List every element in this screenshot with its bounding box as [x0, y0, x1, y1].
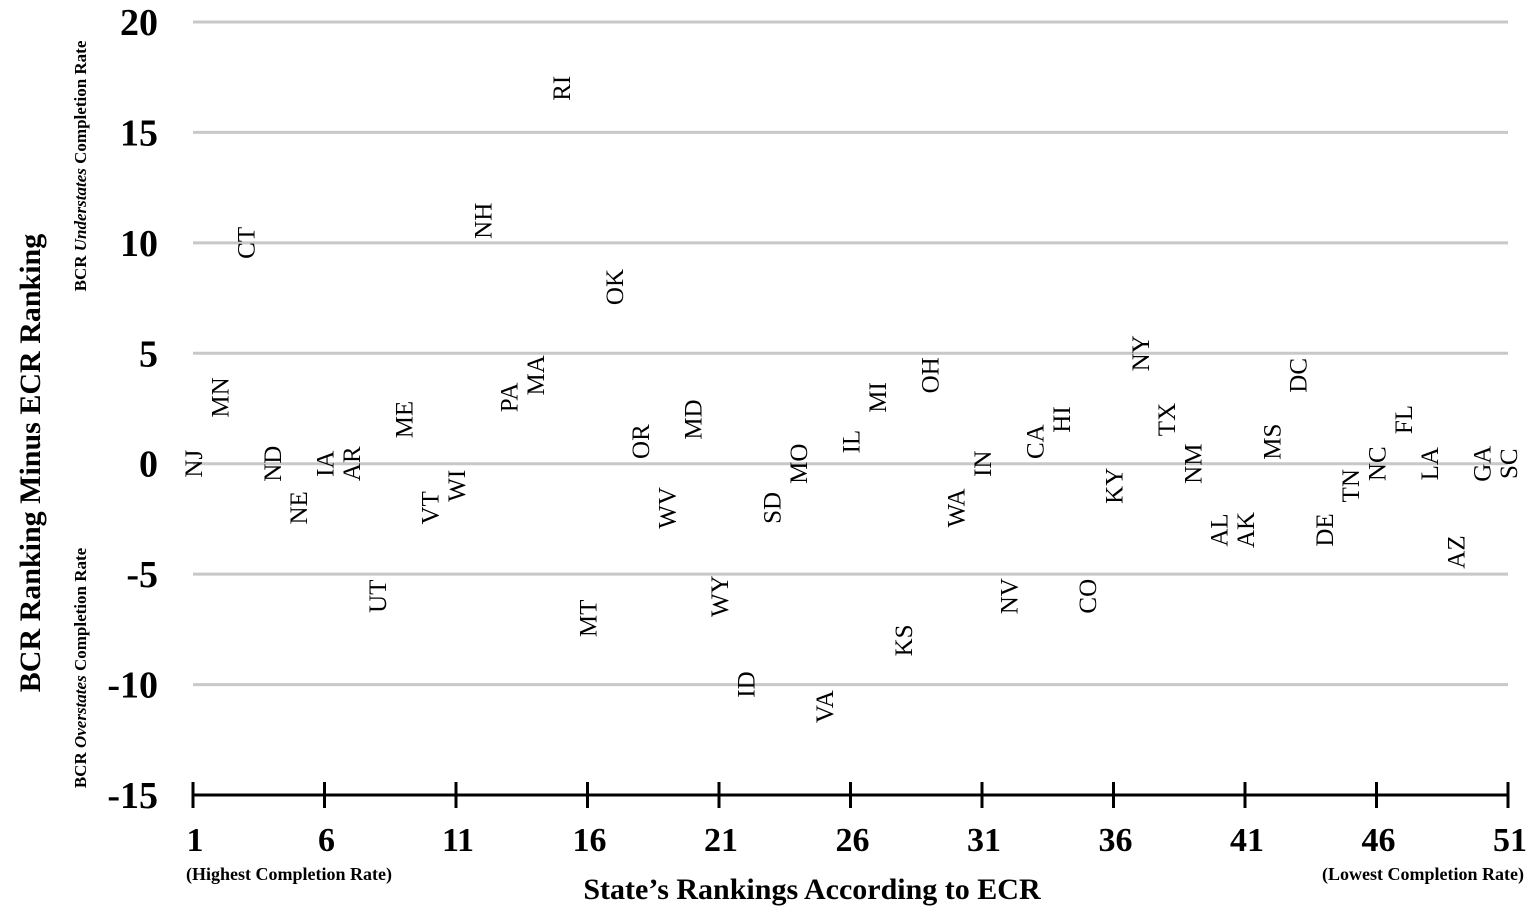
y-lower-note: BCR Overstates Completion Rate: [71, 547, 90, 788]
x-right-note: (Lowest Completion Rate): [1322, 864, 1524, 885]
y-upper-note: BCR Understates Completion Rate: [71, 40, 90, 291]
state-label-nc: NC: [1365, 446, 1392, 481]
state-label-ky: KY: [1102, 468, 1129, 504]
state-label-nm: NM: [1180, 444, 1207, 484]
state-label-pa: PA: [497, 383, 524, 413]
x-left-note: (Highest Completion Rate): [186, 864, 392, 885]
x-axis-label: State’s Rankings According to ECR: [583, 873, 1041, 906]
state-label-dc: DC: [1286, 358, 1313, 393]
state-label-ri: RI: [549, 76, 576, 101]
state-label-oh: OH: [917, 357, 944, 393]
state-label-vt: VT: [418, 491, 445, 524]
x-tick-label: 46: [1362, 822, 1396, 859]
state-label-hi: HI: [1049, 406, 1076, 432]
x-tick-label: 6: [318, 822, 335, 859]
state-label-mo: MO: [786, 444, 813, 484]
state-label-fl: FL: [1391, 405, 1418, 434]
state-label-in: IN: [970, 451, 997, 477]
state-label-wy: WY: [707, 575, 734, 617]
y-tick-label: -5: [126, 554, 158, 596]
x-axis: [191, 782, 1510, 808]
x-tick-label: 31: [967, 822, 1001, 859]
state-label-tn: TN: [1338, 469, 1365, 502]
state-label-de: DE: [1312, 513, 1339, 546]
state-label-al: AL: [1207, 513, 1234, 546]
state-label-ne: NE: [286, 491, 313, 524]
state-label-nh: NH: [470, 203, 497, 239]
x-tick-label: 26: [836, 822, 870, 859]
x-tick-label: 11: [442, 822, 474, 859]
state-label-wa: WA: [944, 488, 971, 527]
x-tick-label: 1: [187, 822, 204, 859]
state-label-md: MD: [681, 399, 708, 439]
state-label-ok: OK: [602, 269, 629, 305]
state-label-la: LA: [1417, 447, 1444, 480]
y-tick-label: -10: [107, 665, 158, 707]
y-tick-label: 15: [120, 112, 158, 154]
state-label-ar: AR: [339, 446, 366, 481]
state-label-ms: MS: [1259, 424, 1286, 460]
y-tick-label: 0: [139, 444, 158, 486]
y-tick-labels: 20 15 10 5 0 -5 -10 -15: [107, 2, 158, 817]
state-label-ct: CT: [234, 227, 261, 259]
x-tick-label: 21: [704, 822, 738, 859]
state-label-ak: AK: [1233, 512, 1260, 548]
state-label-ma: MA: [523, 355, 550, 395]
state-label-mi: MI: [865, 382, 892, 413]
gridlines: [193, 20, 1508, 687]
x-tick-label: 51: [1493, 822, 1527, 859]
state-label-mt: MT: [576, 600, 603, 638]
state-label-az: AZ: [1443, 535, 1470, 568]
state-label-ga: GA: [1470, 446, 1497, 482]
state-label-tx: TX: [1154, 403, 1181, 436]
x-tick-labels: 1 6 11 16 21 26 31 36 41 46 51: [187, 822, 1528, 859]
state-label-wv: WV: [654, 487, 681, 529]
state-label-me: ME: [391, 401, 418, 439]
state-label-ca: CA: [1023, 424, 1050, 459]
state-label-il: IL: [839, 430, 866, 454]
state-label-nd: ND: [260, 446, 287, 482]
state-label-ny: NY: [1128, 335, 1155, 371]
x-tick-label: 36: [1099, 822, 1133, 859]
state-label-mn: MN: [207, 377, 234, 417]
x-tick-label: 41: [1230, 822, 1264, 859]
state-label-sd: SD: [760, 492, 787, 524]
state-label-wi: WI: [444, 470, 471, 502]
state-label-ks: KS: [891, 624, 918, 656]
y-tick-label: 10: [120, 223, 158, 265]
x-tick-label: 16: [573, 822, 607, 859]
y-axis-label: BCR Ranking Minus ECR Ranking: [14, 234, 47, 692]
state-label-or: OR: [628, 424, 655, 459]
state-label-co: CO: [1075, 579, 1102, 614]
y-tick-label: 5: [139, 333, 158, 375]
y-tick-label: 20: [120, 2, 158, 44]
state-label-nv: NV: [996, 578, 1023, 614]
state-label-nj: NJ: [181, 450, 208, 478]
state-label-va: VA: [812, 690, 839, 723]
state-label-id: ID: [733, 671, 760, 697]
state-label-sc: SC: [1496, 448, 1523, 479]
state-label-ia: IA: [313, 451, 340, 477]
y-tick-label: -15: [107, 775, 158, 817]
state-label-ut: UT: [365, 580, 392, 613]
